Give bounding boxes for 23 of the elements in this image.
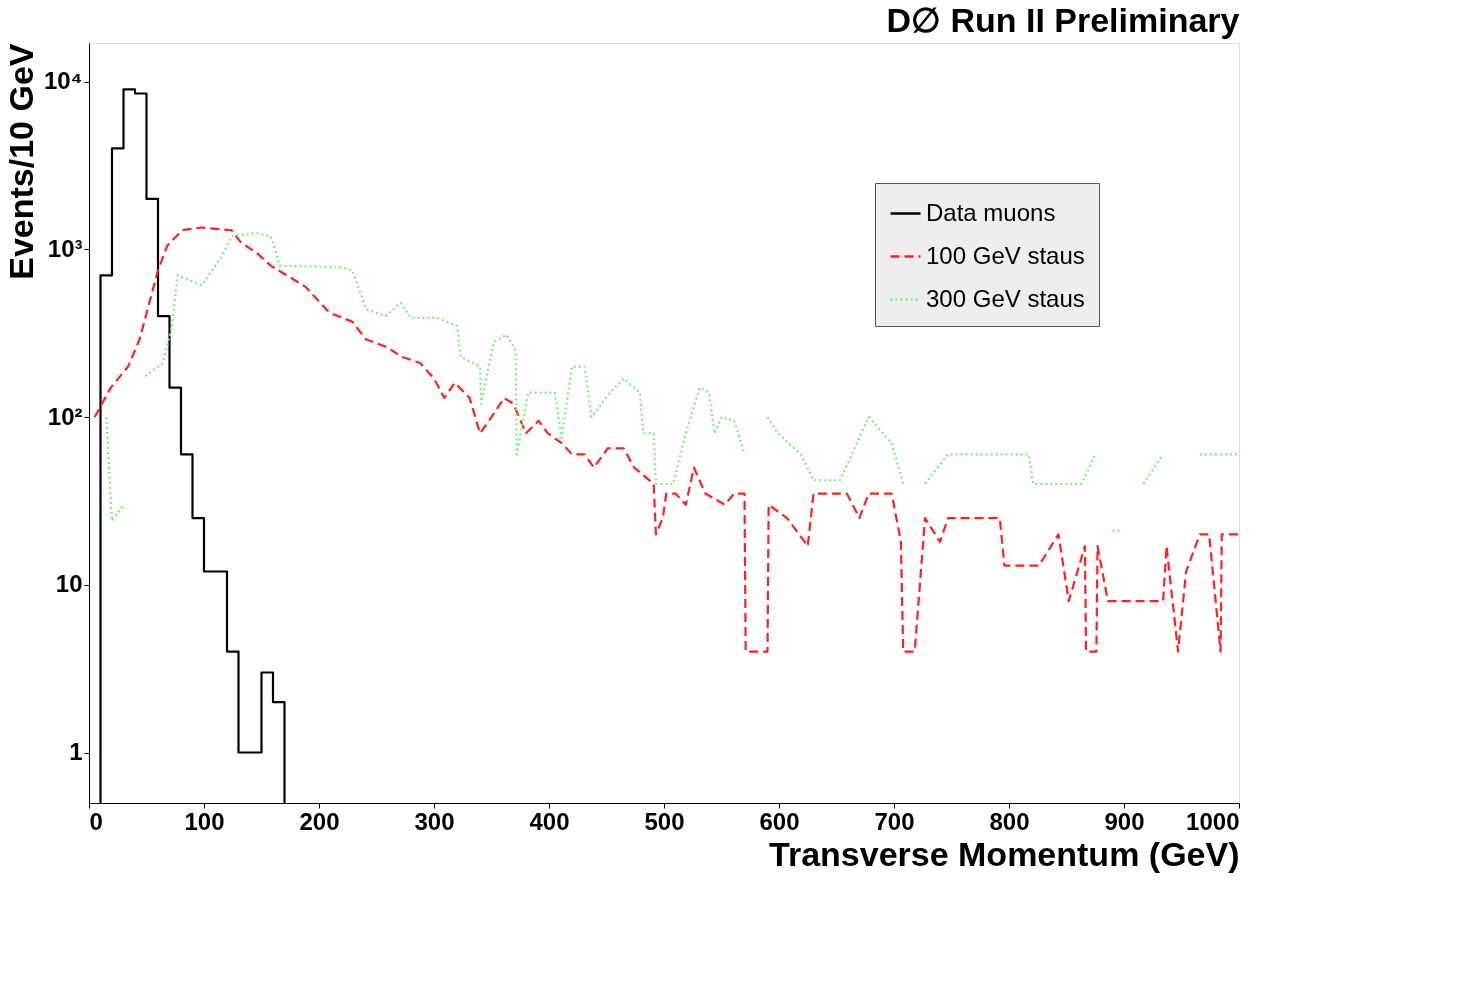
x-tick-label: 0: [89, 807, 103, 835]
y-tick-label: 10⁴: [43, 67, 83, 95]
x-tick-label: 900: [1104, 807, 1145, 835]
x-axis-title: Transverse Momentum (GeV): [769, 834, 1240, 873]
line-series: [93, 226, 1239, 653]
x-tick-label: 500: [644, 807, 685, 835]
legend-label: 300 GeV staus: [926, 284, 1085, 312]
legend-label: 100 GeV staus: [926, 241, 1085, 269]
legend-label: Data muons: [926, 198, 1056, 226]
y-tick-label: 1: [69, 738, 83, 766]
x-tick-label: 700: [874, 807, 915, 835]
y-tick-label: 10³: [47, 234, 83, 262]
y-axis-title: Events/10 GeV: [1, 43, 40, 280]
x-tick-label: 100: [184, 807, 225, 835]
x-tick-label: 600: [759, 807, 800, 835]
x-tick-label: 800: [989, 807, 1030, 835]
x-tick-label: 400: [529, 807, 570, 835]
y-tick-label: 10: [55, 570, 83, 598]
chart-title: D∅ Run II Preliminary: [886, 1, 1240, 39]
x-tick-label: 200: [299, 807, 340, 835]
x-tick-label: 300: [414, 807, 455, 835]
x-tick-label: 1000: [1186, 807, 1240, 835]
y-tick-label: 10²: [47, 402, 83, 430]
